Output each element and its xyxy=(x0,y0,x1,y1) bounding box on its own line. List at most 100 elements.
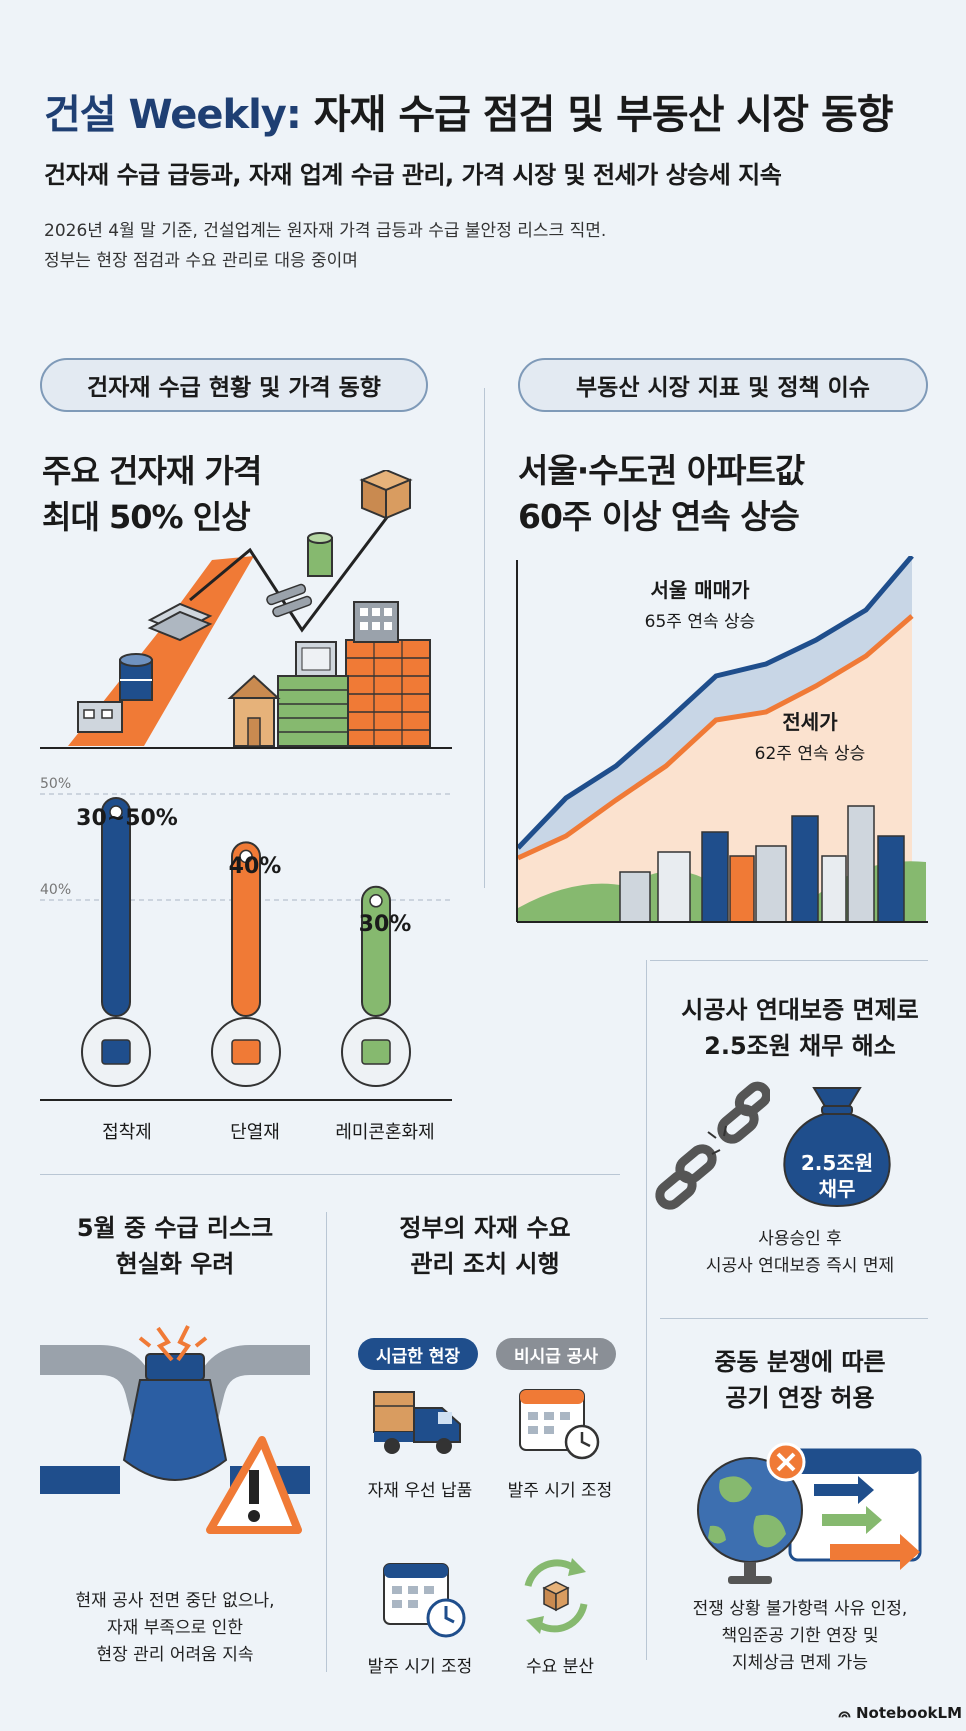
gov-title: 정부의 자재 수요 관리 조치 시행 xyxy=(340,1210,630,1282)
realestate-headline: 서울·수도권 아파트값 60주 이상 연속 상승 xyxy=(518,448,938,540)
jeonse-series-label: 전세가 62주 연속 상승 xyxy=(710,706,910,764)
supply-risk-title-line: 5월 중 수급 리스크 xyxy=(76,1214,274,1242)
calendar-clock-icon xyxy=(383,1563,466,1638)
intro-line: 2026년 4월 말 기준, 건설업계는 원자재 가격 급등과 수급 불안정 리… xyxy=(44,221,607,241)
bar-2 xyxy=(231,841,261,1018)
recycle-box-icon xyxy=(524,1558,588,1634)
delivery-truck-icon xyxy=(373,1391,461,1454)
realestate-line-chart xyxy=(516,556,928,923)
bag-label-line: 2.5조원 xyxy=(800,1151,874,1175)
series-name: 전세가 xyxy=(782,710,838,734)
bar-cap xyxy=(109,805,123,819)
divider xyxy=(650,960,928,961)
barrel-icon xyxy=(119,653,153,701)
realestate-headline-line: 서울·수도권 아파트값 xyxy=(518,451,805,490)
divider xyxy=(40,1174,620,1175)
globe-calendar-illustration xyxy=(697,1442,922,1584)
brand-name: NotebookLM xyxy=(855,1704,962,1722)
caption-line: 자재 부족으로 인한 xyxy=(107,1618,243,1638)
bars xyxy=(81,797,411,1087)
pipe-crisis-illustration xyxy=(40,1325,310,1534)
guarantee-title-line: 시공사 연대보증 면제로 xyxy=(681,996,919,1024)
notebooklm-logo-icon xyxy=(838,1711,851,1718)
price-line xyxy=(189,499,402,633)
bar-cap xyxy=(239,849,253,864)
bar-1 xyxy=(101,797,131,1017)
bar-3 xyxy=(361,885,391,1017)
materials-price-illustration xyxy=(40,470,452,749)
bar-value-label: 30~50% xyxy=(76,806,178,831)
broken-chain-icon xyxy=(655,1081,770,1210)
sheets-icon xyxy=(147,602,213,642)
caption-line: 시공사 연대보증 즉시 면제 xyxy=(705,1256,895,1276)
gov-item-label: 발주 시기 조정 xyxy=(507,1481,613,1501)
realestate-headline-line: 60주 이상 연속 상승 xyxy=(518,497,800,536)
materials-headline-line: 주요 건자재 가격 xyxy=(42,452,262,490)
delay-title-line: 공기 연장 허용 xyxy=(725,1384,875,1412)
gov-title-line: 관리 조치 시행 xyxy=(410,1250,560,1278)
warning-triangle-icon xyxy=(206,1436,302,1534)
bar-value-label: 30% xyxy=(358,912,412,937)
house-icon xyxy=(227,674,281,747)
guarantee-title-line: 2.5조원 채무 해소 xyxy=(704,1032,896,1060)
roll-icon xyxy=(307,532,333,577)
title-brand: 건설 Weekly: xyxy=(44,92,302,138)
intro-text: 2026년 4월 말 기준, 건설업계는 원자재 가격 급등과 수급 불안정 리… xyxy=(44,216,944,276)
nonurgent-tag: 비시급 공사 xyxy=(496,1338,616,1370)
cancel-x-icon xyxy=(766,1442,806,1482)
brick-stack-icon xyxy=(345,639,431,747)
guarantee-title: 시공사 연대보증 면제로 2.5조원 채무 해소 xyxy=(660,992,940,1064)
divider xyxy=(646,960,647,1660)
insulation-stack-icon xyxy=(277,641,349,747)
delay-title: 중동 분쟁에 따른 공기 연장 허용 xyxy=(660,1344,940,1416)
extend-arrows-icon xyxy=(814,1476,920,1570)
cardboard-box-icon xyxy=(359,470,413,520)
series-name: 서울 매매가 xyxy=(650,578,750,602)
building-icon xyxy=(353,601,399,643)
caption-line: 지체상금 면제 가능 xyxy=(732,1653,868,1673)
bar-value-label: 40% xyxy=(228,854,282,879)
realestate-section-label: 부동산 시장 지표 및 정책 이슈 xyxy=(518,358,928,412)
divider xyxy=(326,1212,327,1672)
trading-price-line xyxy=(516,556,914,850)
page-title: 건설 Weekly: 자재 수급 점검 및 부동산 시장 동향 xyxy=(44,82,944,140)
gov-item-label: 발주 시기 조정 xyxy=(367,1657,473,1677)
city-skyline-icon xyxy=(518,805,926,923)
title-rest: 자재 수급 점검 및 부동산 시장 동향 xyxy=(300,92,894,138)
delay-title-line: 중동 분쟁에 따른 xyxy=(714,1348,886,1376)
bag-label-line: 채무 xyxy=(818,1177,856,1201)
money-bag-icon xyxy=(783,1087,891,1208)
block-icon xyxy=(77,701,123,733)
series-note: 62주 연속 상승 xyxy=(754,744,866,764)
calendar-clock-icon xyxy=(519,1389,600,1460)
materials-headline: 주요 건자재 가격 최대 50% 인상 xyxy=(42,448,442,540)
supply-risk-title-line: 현실화 우려 xyxy=(115,1250,235,1278)
bar-cap xyxy=(369,894,383,908)
pipes-icon xyxy=(266,583,313,618)
grid-label-40: 40% xyxy=(40,882,71,898)
supply-risk-title: 5월 중 수급 리스크 현실화 우려 xyxy=(40,1210,310,1282)
bag-label: 2.5조원 채무 xyxy=(762,1150,912,1202)
intro-line: 정부는 현장 점검과 수요 관리로 대응 중이며 xyxy=(44,251,358,271)
materials-section-label: 건자재 수급 현황 및 가격 동향 xyxy=(40,358,428,412)
page-subtitle: 건자재 수급 급등과, 자재 업계 수급 관리, 가격 시장 및 전세가 상승세… xyxy=(44,161,782,189)
bar-category-label: 레미콘혼화제 xyxy=(335,1122,435,1143)
spark-icon xyxy=(138,1325,208,1362)
gov-title-line: 정부의 자재 수요 xyxy=(399,1214,571,1242)
divider xyxy=(660,1318,928,1319)
section-divider xyxy=(484,388,485,888)
materials-headline-line: 최대 50% 인상 xyxy=(42,498,251,536)
admixture-bag-icon-glyph xyxy=(361,1039,391,1065)
caption-line: 현장 관리 어려움 지속 xyxy=(96,1645,254,1665)
trading-area xyxy=(518,556,912,858)
caption-line: 현재 공사 전면 중단 없으나, xyxy=(75,1591,275,1611)
adhesive-bottle-icon-glyph xyxy=(101,1039,131,1065)
gov-item-label: 수요 분산 xyxy=(526,1657,594,1677)
delay-caption: 전쟁 상황 불가항력 사유 인정, 책임준공 기한 연장 및 지체상금 면제 가… xyxy=(660,1596,940,1677)
guarantee-caption: 사용승인 후 시공사 연대보증 즉시 면제 xyxy=(660,1226,940,1280)
footer-brand: NotebookLM xyxy=(838,1704,962,1722)
price-ramp xyxy=(68,556,254,746)
gov-item-label: 자재 우선 납품 xyxy=(367,1481,473,1501)
grid-label-50: 50% xyxy=(40,776,71,792)
bar-category-label: 단열재 xyxy=(230,1122,280,1143)
